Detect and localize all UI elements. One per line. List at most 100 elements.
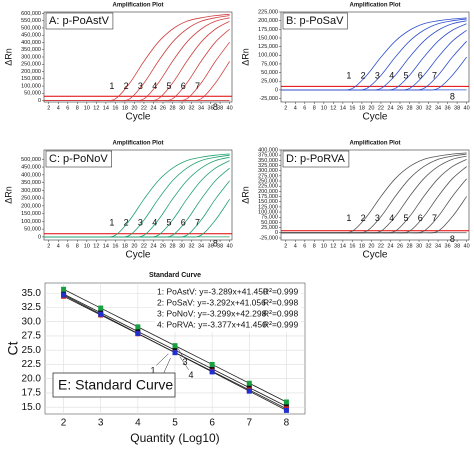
y-tick-label: -25,000: [259, 235, 278, 241]
curve-label: 5: [403, 213, 408, 223]
y-tick-label: 450,000: [21, 33, 41, 39]
data-point: [61, 286, 67, 292]
chart-title: Amplification Plot: [350, 3, 401, 9]
y-tick-label: 125,000: [258, 204, 278, 210]
x-tick-label: 32: [425, 105, 431, 111]
x-tick-label: 40: [227, 105, 233, 111]
x-tick-label: 12: [330, 105, 336, 111]
x-tick-label: 18: [122, 105, 128, 111]
x-tick-label: 5: [172, 418, 178, 429]
panel-label: D: p-PoRVA: [286, 153, 346, 165]
legend-equation: 3: PoNoV: y=-3.299x+42.298: [157, 308, 267, 318]
x-tick-label: 4: [294, 243, 297, 249]
x-tick-label: 20: [131, 243, 137, 249]
pointer-line: [179, 356, 189, 370]
y-tick-label: 100,000: [21, 83, 41, 89]
y-tick-label: 200,000: [258, 189, 278, 195]
x-tick-label: 28: [406, 243, 412, 249]
pointer-label: 4: [188, 370, 193, 380]
x-tick-label: 7: [247, 418, 253, 429]
x-tick-label: 16: [112, 243, 118, 249]
y-tick-label: 500,000: [21, 25, 41, 31]
x-tick-label: 10: [321, 105, 327, 111]
x-tick-label: 18: [359, 105, 365, 111]
x-axis-label: Cycle: [362, 250, 387, 261]
y-tick-label: 27.5: [22, 331, 42, 342]
x-axis-label: Cycle: [362, 112, 387, 123]
x-tick-label: 34: [435, 105, 441, 111]
x-tick-label: 8: [76, 243, 79, 249]
x-tick-label: 30: [179, 243, 185, 249]
y-tick-label: 0: [275, 87, 278, 93]
panel-label: E: Standard Curve: [58, 377, 173, 393]
y-tick-label: 25,000: [261, 225, 278, 231]
x-tick-label: 24: [150, 105, 156, 111]
y-tick-label: 450,000: [21, 165, 41, 171]
x-tick-label: 38: [217, 243, 223, 249]
curve-label: 1: [109, 217, 114, 227]
curve-label: 6: [181, 217, 186, 227]
x-tick-label: 8: [313, 243, 316, 249]
x-tick-label: 3: [98, 418, 104, 429]
x-tick-label: 18: [359, 243, 365, 249]
y-tick-label: 30.0: [22, 316, 42, 327]
x-tick-label: 40: [464, 243, 470, 249]
y-tick-label: 50,000: [261, 70, 278, 76]
y-tick-label: 50,000: [24, 91, 41, 97]
panel-label: A: p-PoAstV: [49, 15, 110, 27]
x-tick-label: 24: [387, 243, 393, 249]
x-tick-label: 12: [93, 105, 99, 111]
y-tick-label: 35.0: [22, 288, 42, 299]
curve-label: 7: [432, 70, 437, 80]
y-tick-label: 75,000: [261, 215, 278, 221]
y-tick-label: 325,000: [258, 163, 278, 169]
pointer-label: 1: [150, 366, 155, 376]
panel-label-box: [45, 150, 113, 168]
x-tick-label: 28: [169, 105, 175, 111]
y-tick-label: 22.5: [22, 359, 42, 370]
curve-label: 3: [375, 70, 380, 80]
legend-r2: R²=0.999: [263, 319, 298, 329]
curve-label: 4: [152, 217, 157, 227]
y-axis-label: ΔRn: [3, 48, 13, 66]
curve-label: 6: [181, 81, 186, 91]
y-tick-label: 250,000: [21, 196, 41, 202]
data-point: [209, 361, 215, 367]
x-tick-label: 14: [103, 243, 109, 249]
y-tick-label: 200,000: [258, 18, 278, 24]
x-tick-label: 8: [76, 105, 79, 111]
x-tick-label: 22: [141, 243, 147, 249]
curve-label: 3: [138, 217, 143, 227]
y-tick-label: 0: [38, 98, 41, 104]
x-tick-label: 30: [179, 105, 185, 111]
curve-label: 1: [109, 81, 114, 91]
x-tick-label: 32: [188, 243, 194, 249]
panel-label-box: [45, 12, 114, 30]
legend-r2: R²=0.998: [263, 308, 298, 318]
x-tick-label: 12: [93, 243, 99, 249]
x-tick-label: 26: [160, 105, 166, 111]
y-tick-label: 200,000: [21, 203, 41, 209]
y-tick-label: 100,000: [21, 219, 41, 225]
y-tick-label: 17.5: [22, 388, 42, 399]
x-tick-label: 14: [340, 243, 346, 249]
legend-equation: 4: PoRVA: y=-3.377x+41.450: [157, 319, 267, 329]
x-tick-label: 8: [313, 105, 316, 111]
y-tick-label: -25,000: [259, 96, 278, 102]
curve-label: 7: [432, 213, 437, 223]
y-tick-label: 25.0: [22, 345, 42, 356]
data-point: [283, 399, 289, 405]
y-tick-label: 20.0: [22, 373, 42, 384]
data-point: [246, 388, 252, 394]
y-tick-label: 250,000: [258, 178, 278, 184]
chart-title: Amplification Plot: [350, 141, 401, 147]
x-tick-label: 30: [416, 105, 422, 111]
curve-label: 1: [346, 70, 351, 80]
x-tick-label: 2: [284, 105, 287, 111]
x-tick-label: 4: [294, 105, 297, 111]
x-tick-label: 16: [112, 105, 118, 111]
curve-label: 6: [418, 213, 423, 223]
curve-label: 7: [195, 217, 200, 227]
y-tick-label: 25,000: [261, 79, 278, 85]
